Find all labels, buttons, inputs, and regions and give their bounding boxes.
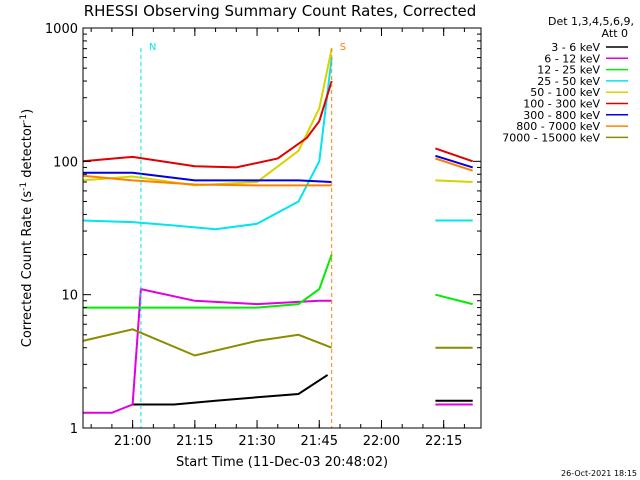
chart-title: RHESSI Observing Summary Count Rates, Co… <box>84 2 477 20</box>
legend-label: 25 - 50 keV <box>537 75 600 88</box>
legend-label: 12 - 25 keV <box>537 64 600 77</box>
x-tick-label: 21:30 <box>238 434 275 449</box>
series-line <box>82 328 333 357</box>
legend-label: 3 - 6 keV <box>551 41 600 54</box>
legend-label: 7000 - 15000 keV <box>502 131 600 144</box>
x-axis-label: Start Time (11-Dec-03 20:48:02) <box>176 455 388 470</box>
x-axis: 21:00 21:15 21:30 21:45 22:00 22:15 <box>90 28 465 449</box>
legend-label: 50 - 100 keV <box>530 86 600 99</box>
y-tick-label: 10 <box>61 289 78 304</box>
x-tick-label: 21:45 <box>301 434 338 449</box>
x-tick-label: 22:15 <box>425 434 462 449</box>
x-tick-label: 21:00 <box>114 434 151 449</box>
x-tick-label: 21:15 <box>176 434 213 449</box>
y-axis: 1 10 100 1000 <box>45 22 481 437</box>
series-line <box>82 174 332 187</box>
legend-header-attenuator: Att 0 <box>602 27 628 40</box>
series-line <box>435 179 473 183</box>
series-line <box>435 154 473 169</box>
series-line <box>82 57 333 231</box>
series-line <box>435 293 473 306</box>
legend-label: 800 - 7000 keV <box>516 120 600 133</box>
timestamp: 26-Oct-2021 18:15 <box>561 469 637 478</box>
annotation-label: S <box>340 42 346 53</box>
series-line <box>82 80 333 169</box>
series-line <box>132 374 329 406</box>
y-tick-label: 1 <box>70 422 78 437</box>
legend-label: 100 - 300 keV <box>523 98 600 111</box>
y-axis-label: Corrected Count Rate (s-1 detector-1) <box>19 109 35 347</box>
legend-label: 6 - 12 keV <box>544 52 600 65</box>
annotation-label: N <box>149 42 156 53</box>
series-line <box>435 147 474 163</box>
x-tick-label: 22:00 <box>363 434 400 449</box>
series-line <box>82 171 332 183</box>
series-line <box>82 254 333 309</box>
plot-frame <box>82 27 482 429</box>
y-tick-label: 1000 <box>45 22 78 37</box>
legend-header-detectors: Det 1,3,4,5,6,9, <box>548 15 634 28</box>
series-line <box>435 157 474 172</box>
series-line <box>82 287 332 414</box>
series-line <box>82 48 333 187</box>
y-tick-label: 100 <box>53 155 78 170</box>
legend-label: 300 - 800 keV <box>523 109 600 122</box>
